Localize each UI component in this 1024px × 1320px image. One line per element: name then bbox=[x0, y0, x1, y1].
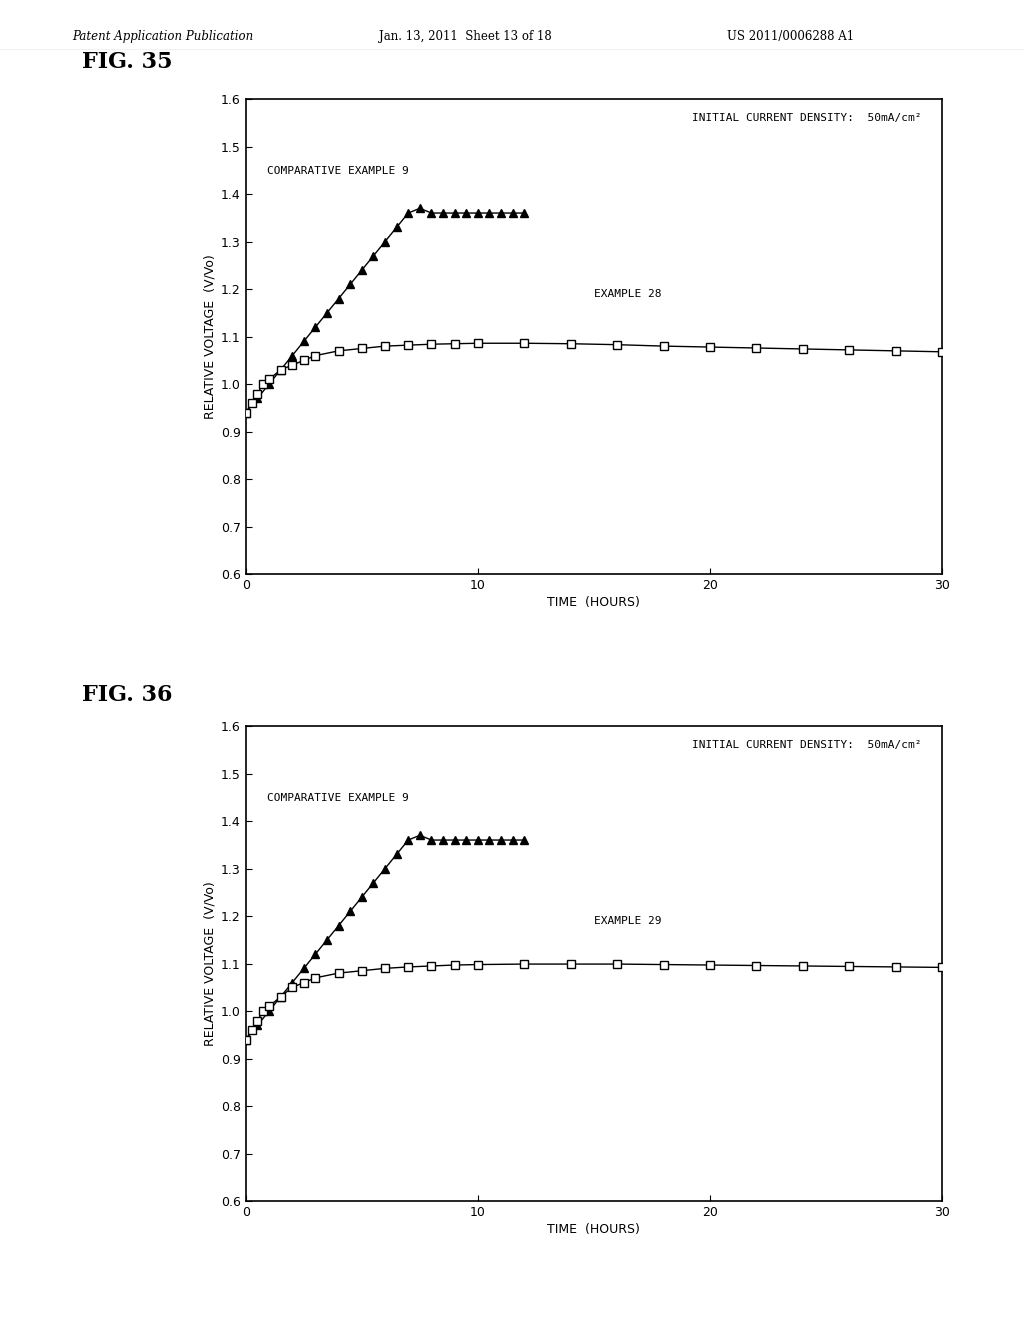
X-axis label: TIME  (HOURS): TIME (HOURS) bbox=[548, 1224, 640, 1237]
Y-axis label: RELATIVE VOLTAGE  (V/Vo): RELATIVE VOLTAGE (V/Vo) bbox=[204, 882, 217, 1045]
Text: COMPARATIVE EXAMPLE 9: COMPARATIVE EXAMPLE 9 bbox=[266, 165, 409, 176]
Text: INITIAL CURRENT DENSITY:  50mA/cm²: INITIAL CURRENT DENSITY: 50mA/cm² bbox=[691, 741, 922, 750]
Text: COMPARATIVE EXAMPLE 9: COMPARATIVE EXAMPLE 9 bbox=[266, 792, 409, 803]
Text: Jan. 13, 2011  Sheet 13 of 18: Jan. 13, 2011 Sheet 13 of 18 bbox=[379, 30, 552, 44]
Text: US 2011/0006288 A1: US 2011/0006288 A1 bbox=[727, 30, 854, 44]
Text: Patent Application Publication: Patent Application Publication bbox=[72, 30, 253, 44]
Text: EXAMPLE 28: EXAMPLE 28 bbox=[594, 289, 662, 300]
Text: FIG. 35: FIG. 35 bbox=[82, 50, 172, 73]
Text: EXAMPLE 29: EXAMPLE 29 bbox=[594, 916, 662, 927]
Text: INITIAL CURRENT DENSITY:  50mA/cm²: INITIAL CURRENT DENSITY: 50mA/cm² bbox=[691, 114, 922, 123]
X-axis label: TIME  (HOURS): TIME (HOURS) bbox=[548, 597, 640, 610]
Y-axis label: RELATIVE VOLTAGE  (V/Vo): RELATIVE VOLTAGE (V/Vo) bbox=[204, 255, 217, 418]
Text: FIG. 36: FIG. 36 bbox=[82, 684, 172, 706]
